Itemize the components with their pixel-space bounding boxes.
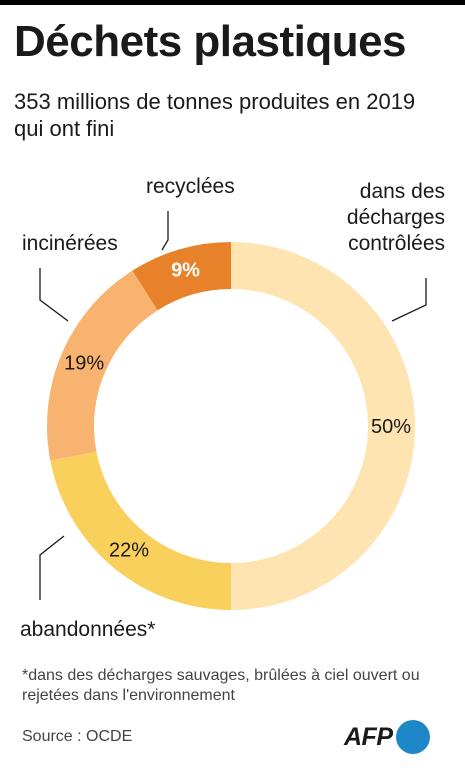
- donut-slice-2: [50, 451, 231, 610]
- donut-slice-3: [46, 270, 158, 461]
- category-label-1: dans des décharges contrôlées: [347, 180, 445, 255]
- slice-value-label-3: 19%: [64, 352, 104, 374]
- leader-line-1: [391, 278, 427, 322]
- leader-line-4: [161, 211, 169, 251]
- afp-logo-text: AFP: [344, 722, 393, 751]
- donut-slice-1: [231, 242, 415, 610]
- footnote: *dans des décharges sauvages, brûlées à …: [22, 667, 420, 704]
- source-credit: Source : OCDE: [22, 728, 133, 745]
- donut-chart: 50% 22% 19% 9% dans des décharges contrôlées ab…: [20, 175, 445, 641]
- afp-logo-dot: [395, 720, 430, 754]
- slice-value-label-1: 50%: [371, 416, 411, 438]
- afp-logo: AFP: [344, 719, 430, 755]
- chart-title: Déchets plastiques: [14, 17, 407, 66]
- category-label-2: abandonnées*: [20, 618, 155, 641]
- donut-slice-4: [132, 242, 231, 311]
- slice-value-label-2: 22%: [109, 539, 149, 561]
- top-rule: [0, 0, 465, 5]
- leader-line-3: [39, 268, 69, 322]
- slice-value-label-4: 9%: [171, 259, 200, 281]
- chart-subtitle: 353 millions de tonnes produites en 2019…: [14, 89, 416, 141]
- category-label-3: incinérées: [22, 232, 118, 255]
- leader-line-2: [39, 535, 65, 600]
- category-label-4: recyclées: [146, 175, 235, 198]
